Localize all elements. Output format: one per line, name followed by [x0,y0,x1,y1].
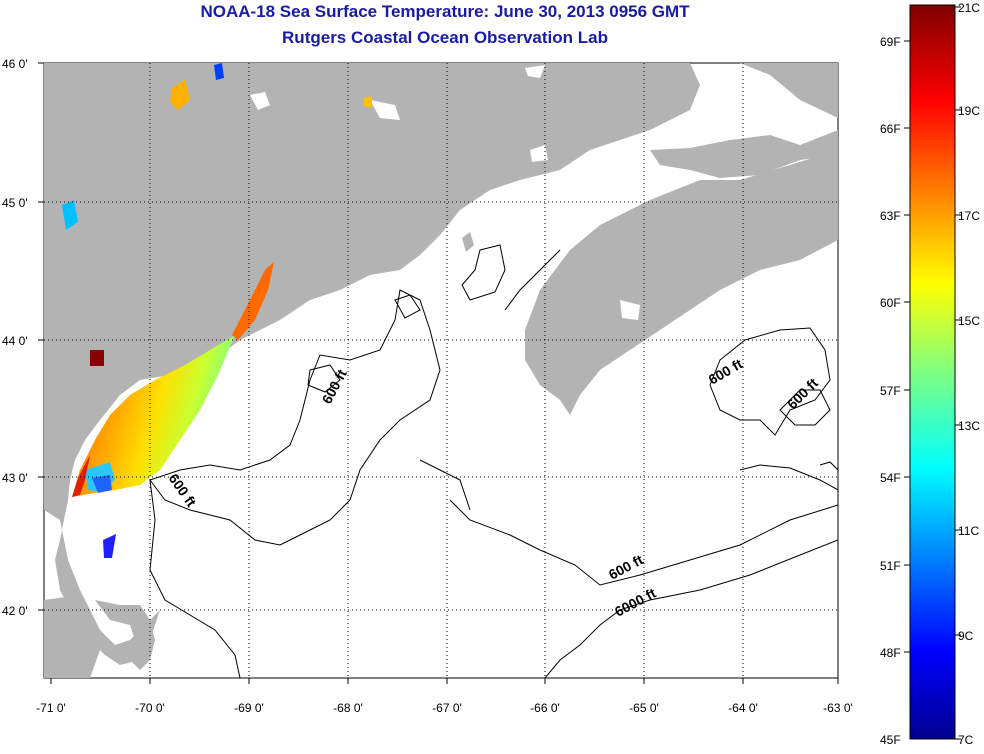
colorbar-c-label: 11C [958,524,979,538]
colorbar-f-label: 54F [880,471,901,485]
lat-label-45: 45 0' [2,196,28,210]
colorbar-f-label: 57F [880,384,901,398]
colorbar-ticks [904,6,961,740]
lon-label: -64 0' [728,701,758,715]
sst-lake-5 [364,96,372,108]
lon-label: -71 0' [36,701,66,715]
lat-label-44: 44 0' [2,334,28,348]
sst-lake-3 [103,534,116,558]
fundy-shore [504,249,561,311]
colorbar-c-label: 9C [958,629,974,643]
map-subtitle: Rutgers Coastal Ocean Observation Lab [282,28,608,47]
grid-lines [44,63,838,678]
map-title: NOAA-18 Sea Surface Temperature: June 30… [200,2,690,21]
sst-lake-4 [214,63,224,80]
colorbar-f-label: 45F [880,733,901,747]
colorbar [909,4,956,740]
lon-label: -68 0' [333,701,363,715]
colorbar-f-label: 48F [880,646,901,660]
colorbar-f-label: 60F [880,296,901,310]
colorbar-c-label: 17C [958,209,980,223]
land-cape-cod [95,600,155,670]
colorbar-f-label: 51F [880,559,901,573]
sst-warm-edge [72,455,90,497]
lon-label: -70 0' [135,701,165,715]
land-cape-breton [650,130,838,178]
colorbar-c-label: 19C [958,104,980,118]
lon-label: -63 0' [823,701,853,715]
land-southwest [44,595,100,678]
colorbar-f-label: 69F [880,35,901,49]
land-mainland [44,63,838,665]
colorbar-f-label: 63F [880,209,901,223]
lat-label-42: 42 0' [2,604,28,618]
lon-label: -67 0' [432,701,462,715]
lakes [250,65,640,320]
land-grand-manan [462,232,474,252]
bathymetry-contours [149,289,838,678]
sst-dark-red-patch [90,350,104,366]
land-nova-scotia [525,150,838,415]
sst-bay-patch [92,475,112,493]
sst-lake-2 [62,200,78,230]
lon-label: -65 0' [629,701,659,715]
colorbar-c-label: 21C [958,1,980,15]
colorbar-f-label: 66F [880,122,901,136]
colorbar-c-label: 13C [958,419,980,433]
sst-lake-1 [170,80,190,110]
lat-label-43: 43 0' [2,471,28,485]
lon-label: -69 0' [234,701,264,715]
lat-label-46: 46 0' [2,57,28,71]
lon-label: -66 0' [530,701,560,715]
colorbar-c-label: 7C [958,733,974,747]
axis-ticks [38,62,839,684]
sst-coastal-swath [72,335,235,497]
sst-north-strip [232,262,274,340]
colorbar-c-label: 15C [958,314,980,328]
contour-islands [307,244,506,393]
